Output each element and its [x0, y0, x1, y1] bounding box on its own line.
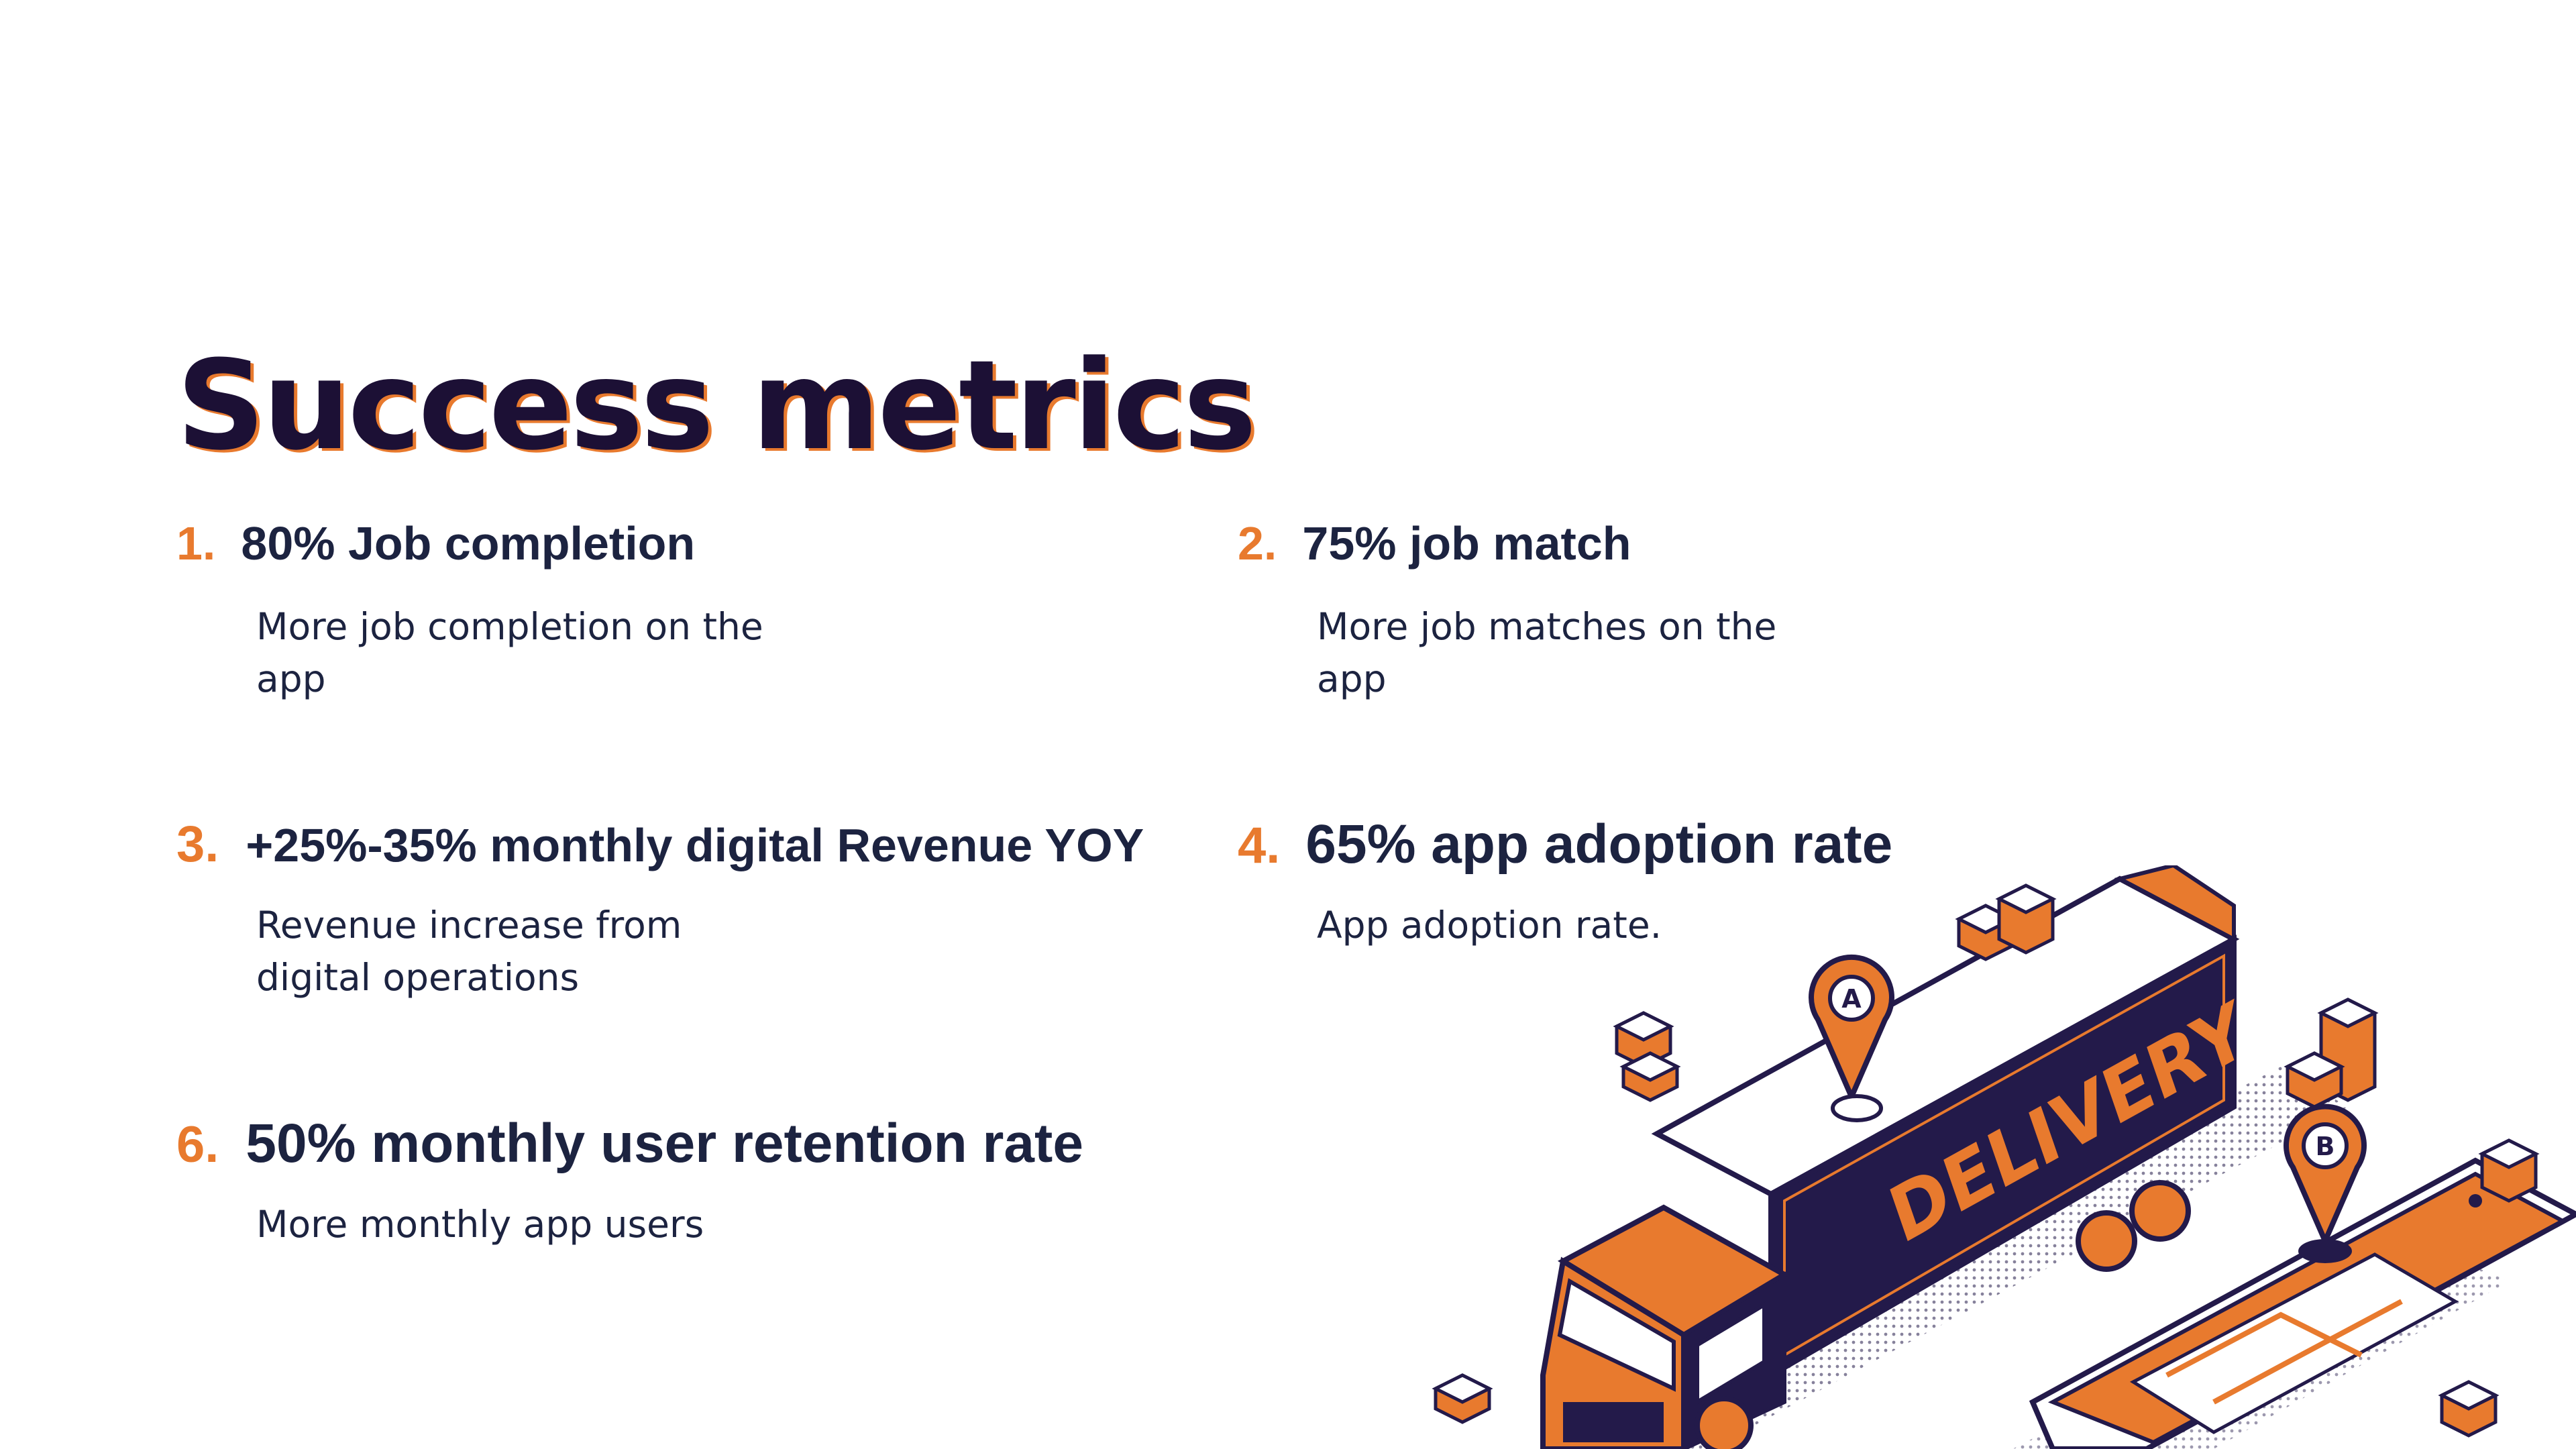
metric-heading: 75% job match: [1302, 517, 1631, 570]
metric-3: 3. +25%-35% monthly digital Revenue YOY: [176, 815, 1144, 873]
metric-heading: 80% Job completion: [241, 517, 696, 570]
metric-6: 6. 50% monthly user retention rate: [176, 1112, 1083, 1175]
metric-6-description: More monthly app users: [256, 1203, 704, 1246]
metric-heading: +25%-35% monthly digital Revenue YOY: [246, 819, 1144, 871]
metric-number: 4.: [1238, 817, 1281, 874]
metric-4-description: App adoption rate.: [1317, 904, 1662, 947]
metric-1-description: More job completion on the app: [256, 605, 763, 700]
metric-heading: 50% monthly user retention rate: [246, 1113, 1083, 1174]
slide-title: Success metrics: [176, 334, 1256, 478]
smartphone-icon: [2029, 1157, 2576, 1449]
package-boxes-icon: [1432, 883, 2540, 1438]
metric-4: 4. 65% app adoption rate: [1238, 813, 1892, 876]
metric-3-description: Revenue increase from digital operations: [256, 904, 682, 999]
map-pin-b-icon: B: [2284, 1104, 2367, 1263]
pin-a-label: A: [1841, 984, 1862, 1014]
metric-number: 3.: [176, 816, 219, 873]
metric-2-description: More job matches on the app: [1317, 605, 1777, 700]
truck-icon: DELIVERY: [1540, 865, 2259, 1449]
metric-number: 6.: [176, 1116, 219, 1173]
metric-heading: 65% app adoption rate: [1305, 814, 1893, 875]
map-pin-a-icon: A: [1809, 954, 1894, 1122]
pin-b-label: B: [2316, 1132, 2335, 1161]
metric-number: 1.: [176, 517, 216, 570]
delivery-truck-illustration: B DELIVERY A: [1432, 865, 2576, 1449]
metric-2: 2. 75% job match: [1238, 517, 1631, 570]
metric-number: 2.: [1238, 517, 1277, 570]
metric-1: 1. 80% Job completion: [176, 517, 695, 570]
